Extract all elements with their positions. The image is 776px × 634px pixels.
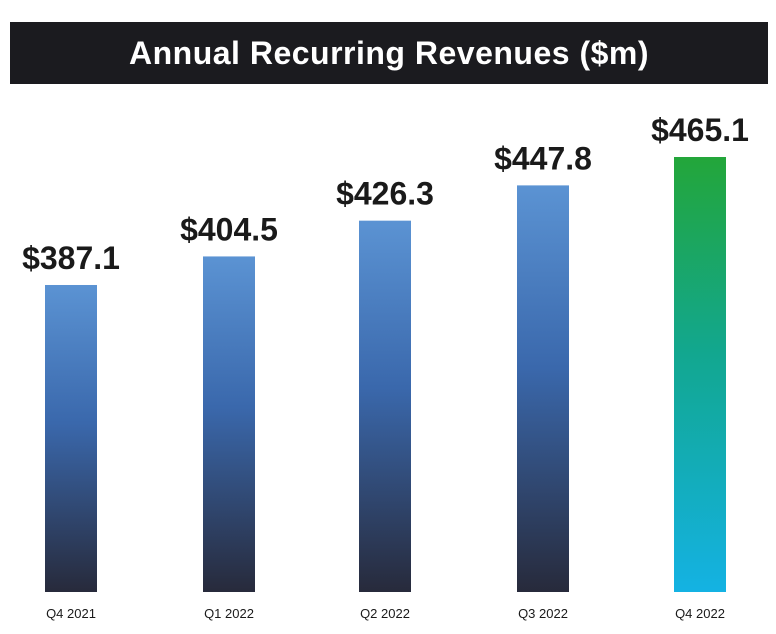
x-tick-label: Q3 2022 — [518, 606, 568, 621]
x-tick-label: Q1 2022 — [204, 606, 254, 621]
value-label: $447.8 — [494, 140, 592, 176]
chart-title: Annual Recurring Revenues ($m) — [129, 34, 649, 71]
value-label: $465.1 — [651, 112, 749, 148]
x-tick-label: Q4 2022 — [675, 606, 725, 621]
x-tick-label: Q2 2022 — [360, 606, 410, 621]
value-label: $404.5 — [180, 211, 278, 247]
bar-q1-2022 — [203, 256, 255, 592]
chart-title-bar: Annual Recurring Revenues ($m) — [10, 22, 768, 84]
bar-q3-2022 — [517, 185, 569, 593]
bar-q4-2021 — [45, 284, 97, 592]
value-label: $387.1 — [22, 240, 120, 276]
bar-q4-2022 — [674, 157, 726, 592]
value-label: $426.3 — [336, 176, 434, 212]
bar-q2-2022 — [359, 220, 411, 592]
x-tick-label: Q4 2021 — [46, 606, 96, 621]
